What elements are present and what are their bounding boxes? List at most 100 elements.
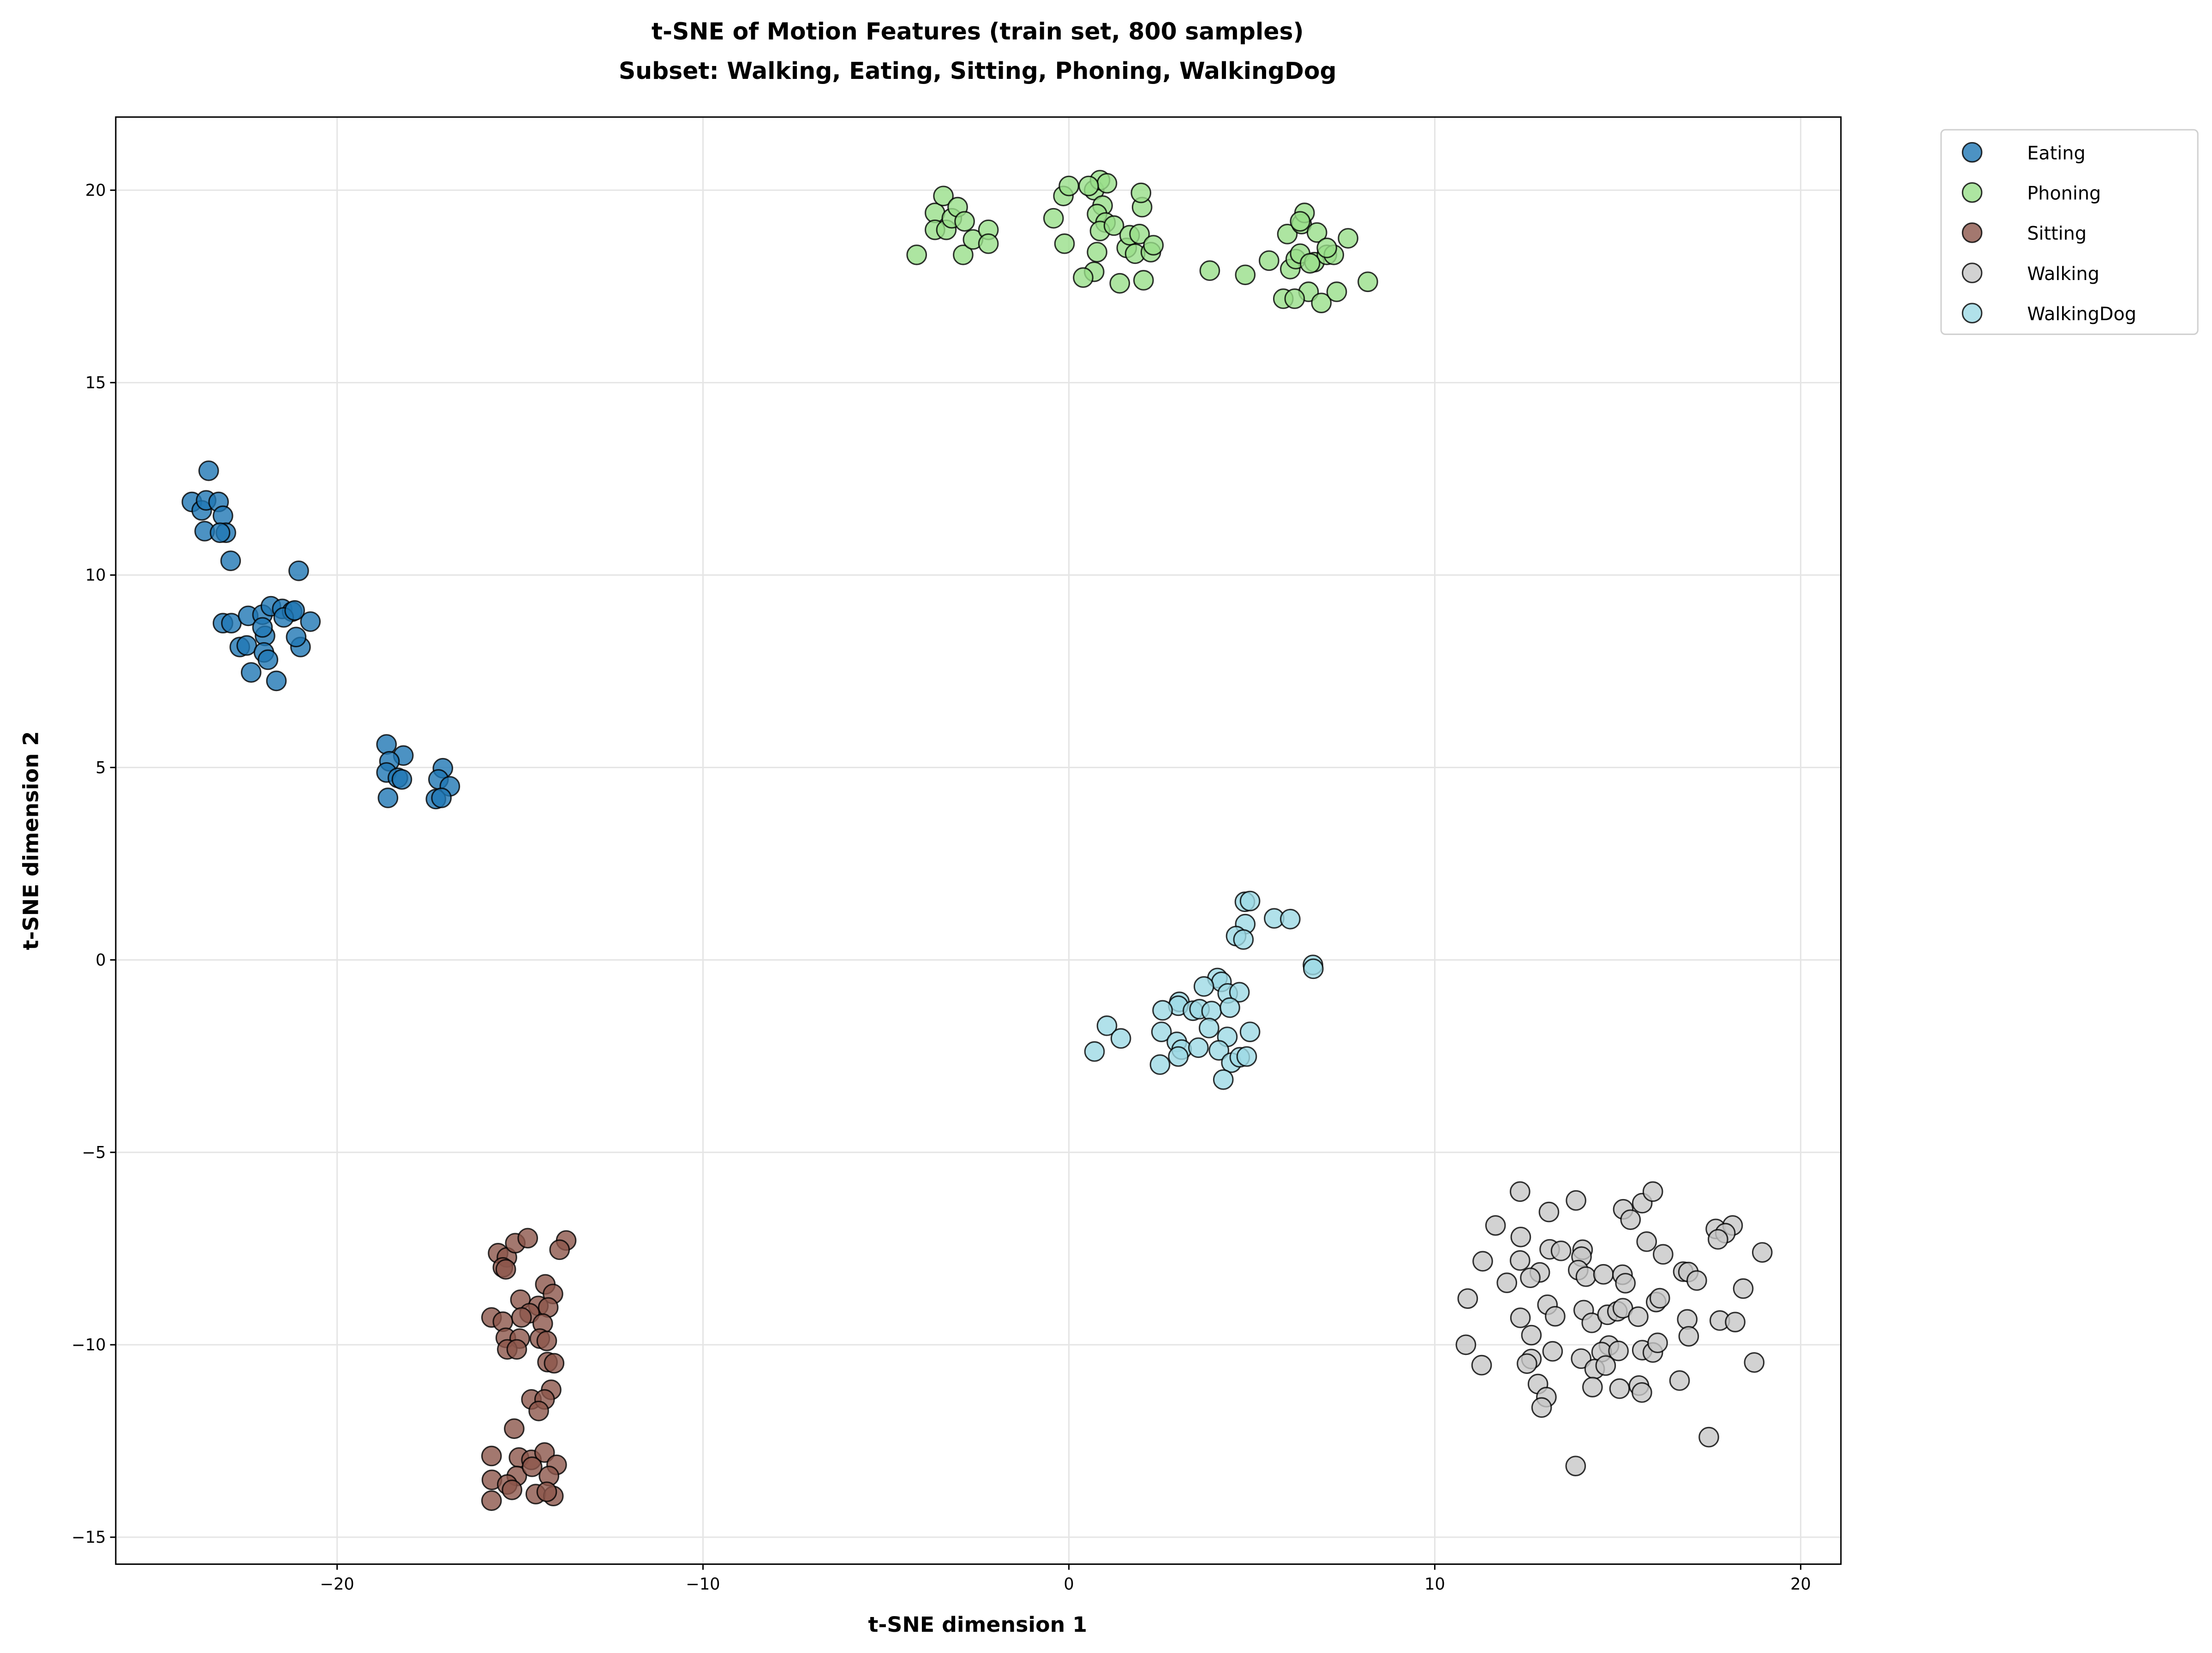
scatter-points [181,170,1773,1511]
point-walking [1647,1332,1668,1354]
point-walking [1698,1426,1719,1448]
point-walkingdog [1239,1021,1261,1042]
point-sitting [481,1445,502,1467]
point-sitting [481,1490,502,1511]
point-sitting [521,1456,543,1477]
point-phoning [1143,235,1164,256]
point-walking [1708,1229,1728,1250]
point-eating [300,611,321,632]
legend-marker-eating [1961,142,1983,163]
point-eating [377,788,399,808]
point-phoning [1087,242,1107,263]
point-phoning [953,245,974,265]
point-eating [220,550,241,571]
point-eating [209,522,231,543]
chart-title: t-SNE of Motion Features (train set, 800… [652,18,1303,45]
point-phoning [906,245,927,265]
point-phoning [954,211,975,232]
point-walkingdog [1213,1069,1234,1090]
point-walking [1609,1378,1630,1399]
legend-box [1940,129,2199,335]
point-sitting [536,1481,557,1502]
point-eating [257,649,279,670]
point-walkingdog [1239,890,1261,912]
point-eating [212,505,233,526]
point-eating [266,670,287,692]
point-walkingdog [1208,1040,1230,1061]
point-walking [1649,1288,1670,1309]
point-walking [1752,1242,1773,1263]
x-axis-label: t-SNE dimension 1 [868,1612,1087,1637]
y-tick-label: 10 [85,566,106,585]
point-phoning [1306,222,1327,243]
point-walking [1531,1397,1552,1418]
point-walking [1510,1307,1531,1328]
point-phoning [1357,271,1378,292]
point-walkingdog [1280,908,1301,930]
point-phoning [1338,228,1358,249]
legend-marker-walkingdog [1961,303,1983,324]
legend-marker-phoning [1961,182,1983,203]
point-phoning [1259,250,1279,271]
plot-frame [115,116,1842,1565]
point-sitting [495,1259,516,1280]
series-walkingdog [1084,890,1324,1090]
point-walking [1566,1190,1586,1211]
point-walking [1582,1377,1603,1397]
y-tick-label: −15 [72,1528,106,1547]
point-phoning [1199,260,1220,281]
legend-label-walking: Walking [2027,263,2099,285]
point-walking [1642,1181,1663,1202]
point-walking [1517,1353,1537,1374]
point-walkingdog [1220,997,1240,1018]
point-walking [1608,1340,1629,1361]
point-eating [286,627,307,648]
point-sitting [502,1480,522,1500]
legend-marker-walking [1961,263,1983,283]
point-phoning [1054,233,1075,254]
point-phoning [1299,253,1321,274]
point-phoning [1073,267,1094,288]
x-tick-label: −20 [320,1575,354,1593]
point-phoning [1311,292,1332,313]
point-walkingdog [1152,1000,1173,1021]
point-walking [1510,1226,1531,1247]
point-walking [1472,1251,1493,1272]
x-tick-label: −10 [686,1575,720,1593]
y-tick-label: 5 [96,758,106,777]
y-tick-label: 0 [96,951,106,970]
point-walking [1677,1309,1698,1330]
point-walking [1636,1231,1657,1252]
series-phoning [906,170,1378,313]
legend-label-sitting: Sitting [2027,223,2086,245]
point-walking [1628,1306,1649,1327]
point-eating [252,617,273,638]
point-walking [1678,1326,1699,1347]
point-walking [1496,1272,1518,1293]
legend-label-walkingdog: WalkingDog [2027,304,2136,325]
point-phoning [1058,175,1079,197]
point-phoning [1277,224,1298,245]
legend-marker-sitting [1961,222,1983,243]
point-sitting [534,1442,555,1463]
point-walkingdog [1229,982,1250,1003]
point-walkingdog [1110,1028,1131,1049]
point-phoning [1129,224,1150,245]
point-walking [1471,1355,1492,1376]
point-walking [1593,1264,1614,1285]
y-axis-label: t-SNE dimension 2 [18,731,43,950]
point-eating [431,788,452,808]
point-walking [1550,1241,1572,1261]
point-phoning [1109,273,1130,294]
point-phoning [1078,175,1099,197]
point-walkingdog [1198,1018,1220,1038]
point-eating [240,662,262,683]
point-walking [1510,1250,1530,1271]
point-walking [1571,1348,1592,1369]
point-sitting [517,1228,538,1249]
legend-label-phoning: Phoning [2027,183,2101,204]
point-sitting [504,1418,525,1439]
point-walking [1520,1267,1541,1289]
